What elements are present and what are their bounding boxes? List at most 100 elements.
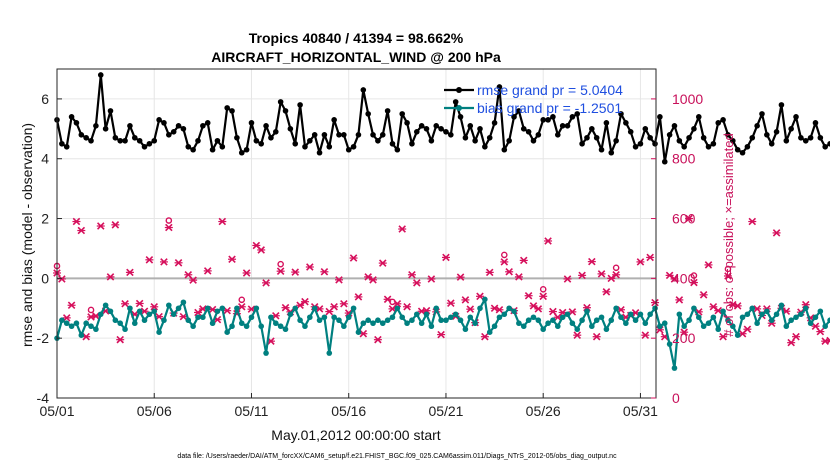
bias-point	[93, 326, 99, 333]
bias-point	[170, 311, 177, 318]
rmse-point	[759, 111, 765, 117]
bias-point	[477, 305, 483, 312]
rmse-point	[822, 143, 828, 150]
rmse-point	[180, 126, 187, 132]
bias-point	[136, 308, 143, 315]
rmse-point	[389, 140, 396, 147]
obs-count-marker	[121, 300, 130, 308]
bias-point	[443, 317, 449, 324]
rmse-point	[574, 111, 581, 117]
rmse-point	[632, 143, 639, 150]
rmse-point	[681, 143, 687, 150]
bias-point	[88, 323, 94, 330]
y2-tick-label: 600	[672, 211, 696, 227]
obs-count-marker	[792, 332, 801, 341]
rmse-point	[292, 140, 299, 147]
rmse-point	[676, 137, 683, 144]
rmse-point	[248, 120, 255, 126]
x-tick-label: 05/11	[234, 403, 268, 419]
bias-point	[219, 305, 226, 312]
bias-point	[146, 311, 153, 318]
bias-point	[778, 302, 785, 309]
rmse-point	[302, 143, 308, 150]
rmse-point	[744, 143, 751, 150]
rmse-point	[253, 137, 260, 144]
rmse-point	[550, 114, 556, 120]
bias-point	[394, 305, 401, 312]
bias-point	[282, 326, 289, 333]
rmse-point	[336, 132, 342, 138]
rmse-point	[404, 120, 410, 126]
bias-point	[569, 320, 576, 327]
bias-point	[321, 314, 328, 321]
bias-point	[200, 314, 206, 321]
rmse-point	[768, 140, 775, 147]
bias-point	[501, 311, 508, 318]
rmse-point	[214, 137, 221, 144]
bias-point	[161, 317, 167, 324]
bias-point	[141, 317, 148, 324]
obs-count-marker	[67, 301, 76, 310]
rmse-point	[657, 114, 663, 120]
bias-point	[574, 326, 581, 333]
bias-point	[691, 305, 697, 312]
rmse-point	[209, 146, 216, 153]
rmse-point	[739, 149, 746, 156]
rmse-point	[671, 123, 678, 129]
bias-point	[399, 314, 406, 321]
obs-count-marker	[57, 275, 66, 283]
rmse-point	[501, 146, 508, 153]
rmse-point	[720, 117, 726, 123]
rmse-point	[749, 134, 756, 141]
x-tick-label: 05/01	[39, 403, 74, 419]
bias-point	[258, 323, 265, 330]
bias-point	[798, 311, 804, 318]
obs-possible-circle	[277, 260, 284, 268]
bias-point	[695, 314, 702, 321]
rmse-point	[331, 117, 337, 123]
rmse-point	[530, 137, 537, 144]
rmse-point	[185, 143, 192, 150]
bias-point	[404, 320, 410, 327]
obs-possible-circle	[501, 251, 508, 259]
obs-count-marker	[203, 267, 212, 275]
bias-point	[457, 317, 464, 324]
bias-point	[764, 308, 770, 315]
bias-point	[311, 305, 318, 312]
rmse-point	[131, 134, 138, 141]
rmse-point	[409, 140, 415, 147]
obs-possible-circle	[612, 264, 620, 272]
rmse-point	[457, 114, 464, 120]
bias-point	[593, 317, 600, 324]
rmse-point	[93, 123, 99, 129]
bias-point	[642, 320, 649, 327]
rmse-point	[433, 123, 440, 129]
rmse-point	[307, 137, 313, 144]
footer-data-file: data file: /Users/raeder/DAI/ATM_forcXX/…	[177, 453, 617, 460]
bias-point	[302, 323, 308, 330]
bias-point	[822, 323, 828, 330]
y-tick-label: -4	[37, 390, 50, 406]
bias-point	[234, 305, 240, 312]
obs-count-marker	[257, 246, 266, 254]
x-tick-label: 05/21	[428, 403, 463, 419]
rmse-point	[535, 132, 542, 138]
bias-point	[705, 320, 712, 327]
bias-point	[229, 323, 235, 330]
obs-count-marker	[398, 225, 407, 233]
obs-count-marker	[723, 265, 732, 280]
rmse-point	[97, 72, 104, 78]
bias-point	[603, 326, 610, 333]
obs-count-marker	[369, 276, 378, 284]
obs-count-marker	[607, 274, 616, 283]
bias-point	[715, 326, 722, 333]
rmse-point	[516, 108, 522, 114]
bias-point	[589, 323, 595, 330]
rmse-point	[598, 146, 605, 153]
rmse-point	[589, 126, 595, 132]
rmse-point	[102, 126, 109, 132]
rmse-point	[341, 132, 347, 138]
y-axis-label: rmse and bias (model - observation)	[19, 123, 35, 347]
obs-count-marker	[412, 279, 421, 287]
rmse-point	[603, 120, 610, 126]
